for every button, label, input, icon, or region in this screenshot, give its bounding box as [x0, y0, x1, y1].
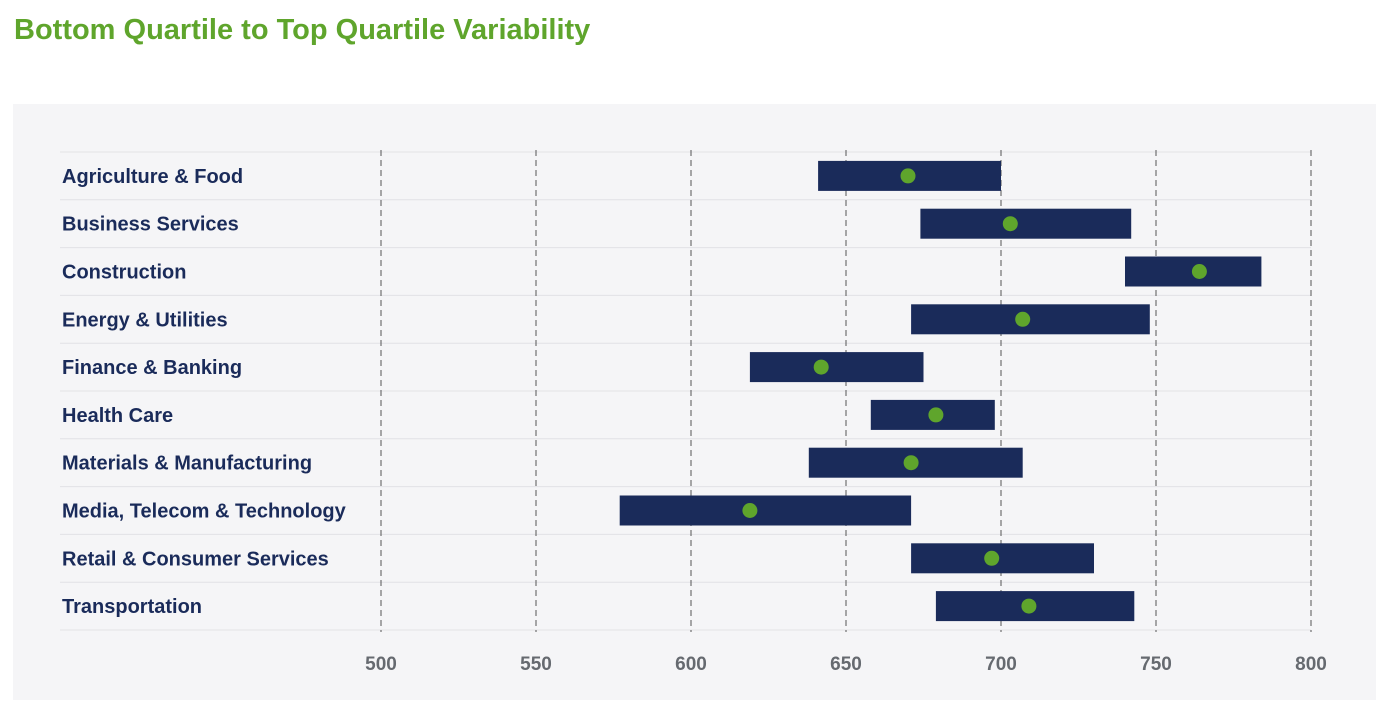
median-dot: [928, 407, 944, 423]
category-label: Health Care: [62, 405, 173, 427]
chart-panel: [13, 104, 1376, 700]
tick-label: 600: [675, 654, 707, 675]
range-bar: [619, 495, 912, 526]
tick-label: 550: [520, 654, 552, 675]
median-dots: [742, 168, 1207, 614]
category-label: Retail & Consumer Services: [62, 548, 329, 570]
category-label: Construction: [62, 262, 186, 284]
median-dot: [900, 168, 916, 184]
category-label: Energy & Utilities: [62, 309, 228, 331]
range-bar: [911, 304, 1150, 335]
tick-label: 750: [1140, 654, 1172, 675]
category-label: Media, Telecom & Technology: [62, 501, 347, 523]
median-dot: [1191, 264, 1207, 279]
category-labels: Agriculture & Food Business Services Const…: [62, 166, 347, 618]
range-bar: [920, 208, 1132, 239]
tick-label: 500: [365, 654, 397, 675]
median-dot: [1015, 311, 1031, 327]
range-bar: [749, 352, 924, 383]
median-dot: [1002, 216, 1018, 232]
range-bars: [619, 160, 1262, 622]
tick-label: 650: [830, 654, 862, 675]
median-dot: [903, 455, 919, 471]
range-bar: [911, 543, 1094, 574]
category-label: Finance & Banking: [62, 357, 242, 379]
x-axis-tick-labels: 500 550 600 650 700 750 800: [365, 654, 1327, 675]
tick-label: 800: [1295, 654, 1327, 675]
chart-title: Bottom Quartile to Top Quartile Variabil…: [14, 14, 591, 46]
row-separators: [60, 151, 1311, 631]
category-label: Agriculture & Food: [62, 166, 243, 188]
category-label: Business Services: [62, 214, 239, 236]
category-label: Transportation: [62, 596, 202, 618]
category-label: Materials & Manufacturing: [62, 453, 312, 475]
median-dot: [984, 550, 1000, 566]
tick-label: 700: [985, 654, 1017, 675]
median-dot: [1021, 598, 1037, 614]
median-dot: [813, 359, 829, 375]
median-dot: [742, 503, 758, 518]
